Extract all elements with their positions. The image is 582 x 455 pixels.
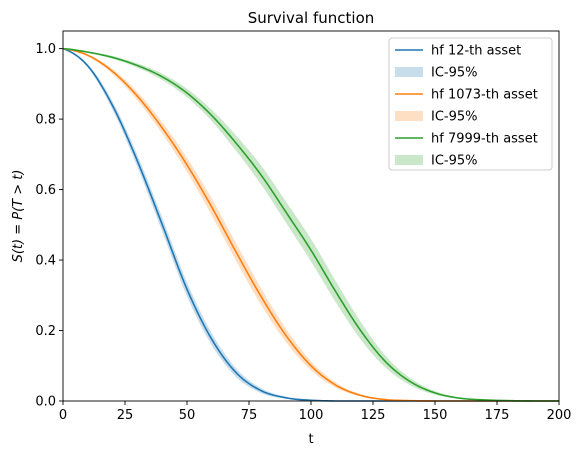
series-line-3 bbox=[62, 47, 559, 402]
x-tick-label: 100 bbox=[299, 408, 324, 423]
x-tick-label: 125 bbox=[361, 408, 386, 423]
legend-entry-label: IC-95% bbox=[431, 110, 478, 125]
legend-frame bbox=[388, 37, 553, 171]
y-tick-label: 0.4 bbox=[35, 254, 56, 269]
legend: hf 12-th asset IC-95% hf 1073-th asset IC-9… bbox=[388, 37, 553, 171]
x-tick-label: 75 bbox=[241, 408, 258, 423]
x-axis: 0 25 50 75 100 125 150 175 200 bbox=[59, 401, 572, 423]
x-tick-label: 150 bbox=[423, 408, 448, 423]
x-axis-label: t bbox=[308, 432, 313, 447]
legend-band-swatch bbox=[395, 67, 423, 77]
legend-entry-label: hf 7999-th asset bbox=[431, 132, 538, 147]
legend-entry-label: IC-95% bbox=[431, 154, 478, 169]
x-tick-label: 25 bbox=[117, 408, 134, 423]
legend-entry-label: hf 12-th asset bbox=[431, 44, 521, 59]
y-axis: 0.0 0.2 0.4 0.6 0.8 1.0 bbox=[35, 42, 63, 410]
legend-band-swatch bbox=[395, 111, 423, 121]
x-tick-label: 0 bbox=[59, 408, 67, 423]
x-tick-label: 50 bbox=[179, 408, 196, 423]
y-tick-label: 0.6 bbox=[35, 183, 56, 198]
legend-entry-label: IC-95% bbox=[431, 66, 478, 81]
y-tick-label: 1.0 bbox=[35, 42, 56, 57]
legend-entry-label: hf 1073-th asset bbox=[431, 88, 538, 103]
chart-title: Survival function bbox=[248, 9, 375, 27]
y-axis-label: S(t) = P(T > t) bbox=[11, 170, 26, 263]
legend-band-swatch bbox=[395, 155, 423, 165]
y-tick-label: 0.2 bbox=[35, 324, 56, 339]
x-tick-label: 175 bbox=[485, 408, 510, 423]
y-tick-label: 0.0 bbox=[35, 395, 56, 410]
y-tick-label: 0.8 bbox=[35, 113, 56, 128]
x-tick-label: 200 bbox=[547, 408, 572, 423]
